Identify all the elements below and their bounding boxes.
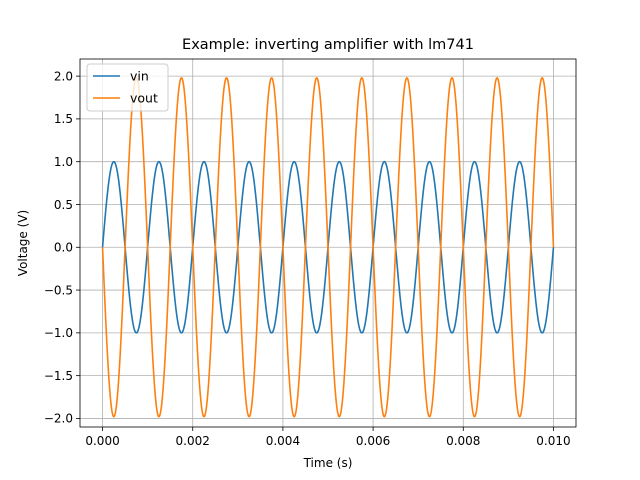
y-tick-label: −0.5 [44, 283, 73, 297]
x-tick-label: 0.008 [446, 434, 480, 448]
x-tick-label: 0.002 [176, 434, 210, 448]
chart-title: Example: inverting amplifier with lm741 [182, 37, 474, 53]
legend-label-vout: vout [130, 91, 158, 106]
series-line-vout [101, 77, 555, 418]
legend: vin vout [86, 63, 169, 112]
y-axis-label: Voltage (V) [16, 210, 30, 276]
legend-label-vin: vin [130, 69, 149, 84]
y-tick-label: 0.5 [54, 198, 73, 212]
x-tick-label: 0.004 [266, 434, 300, 448]
y-tick-label: 2.0 [54, 69, 73, 83]
x-tick-label: 0.006 [356, 434, 390, 448]
x-tick-label: 0.000 [85, 434, 119, 448]
y-ticks: −2.0 −1.5 −1.0 −0.5 0.0 0.5 1.0 1.5 2.0 [44, 69, 80, 426]
x-ticks: 0.000 0.002 0.004 0.006 0.008 0.010 [85, 427, 571, 448]
y-tick-label: −1.0 [44, 326, 73, 340]
y-tick-label: −1.5 [44, 369, 73, 383]
y-tick-label: −2.0 [44, 412, 73, 426]
y-tick-label: 0.0 [54, 241, 73, 255]
y-tick-label: 1.5 [54, 112, 73, 126]
x-tick-label: 0.010 [536, 434, 570, 448]
x-axis-label: Time (s) [303, 456, 353, 470]
y-tick-label: 1.0 [54, 155, 73, 169]
plot-frame [79, 58, 577, 428]
series-layer [101, 77, 555, 418]
